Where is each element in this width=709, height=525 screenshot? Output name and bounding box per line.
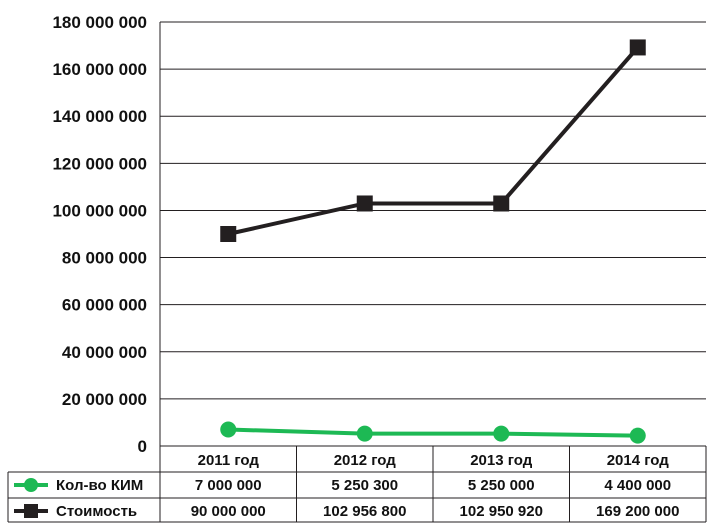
data-label: 5 250 000 <box>468 477 535 494</box>
x-tick-label: 2012 год <box>334 452 397 469</box>
y-tick-label: 40 000 000 <box>62 343 147 362</box>
y-tick-label: 100 000 000 <box>52 201 147 220</box>
series-1-point <box>220 421 237 438</box>
series-2-point <box>356 195 373 212</box>
data-label: 4 400 000 <box>604 477 671 494</box>
y-tick-label: 20 000 000 <box>62 390 147 409</box>
series-2-point <box>629 39 646 56</box>
series-1-point <box>356 425 373 442</box>
x-tick-label: 2011 год <box>198 452 260 469</box>
y-tick-label: 60 000 000 <box>62 296 147 315</box>
data-label: 102 950 920 <box>460 503 543 520</box>
y-tick-label: 0 <box>138 437 147 456</box>
data-label: 102 956 800 <box>323 503 406 520</box>
series-1-point <box>493 425 510 442</box>
data-label: 7 000 000 <box>195 477 262 494</box>
y-tick-label: 80 000 000 <box>62 249 147 268</box>
x-tick-label: 2013 год <box>470 452 533 469</box>
data-label: 5 250 300 <box>331 477 398 494</box>
y-tick-label: 180 000 000 <box>52 13 147 32</box>
y-tick-label: 120 000 000 <box>52 154 147 173</box>
y-tick-label: 160 000 000 <box>52 60 147 79</box>
y-tick-label: 140 000 000 <box>52 107 147 126</box>
legend-key-marker <box>24 478 38 492</box>
legend-label: Стоимость <box>56 503 137 520</box>
series-2-point <box>220 226 237 242</box>
legend-key-marker <box>24 504 38 518</box>
data-label: 169 200 000 <box>596 503 679 520</box>
series-line-2 <box>227 46 640 236</box>
x-tick-label: 2014 год <box>607 452 670 469</box>
legend-label: Кол-во КИМ <box>56 477 143 494</box>
data-label: 90 000 000 <box>191 503 266 520</box>
series-line-1 <box>228 427 638 438</box>
series-2-point <box>493 195 510 212</box>
series-1-point <box>629 427 646 444</box>
